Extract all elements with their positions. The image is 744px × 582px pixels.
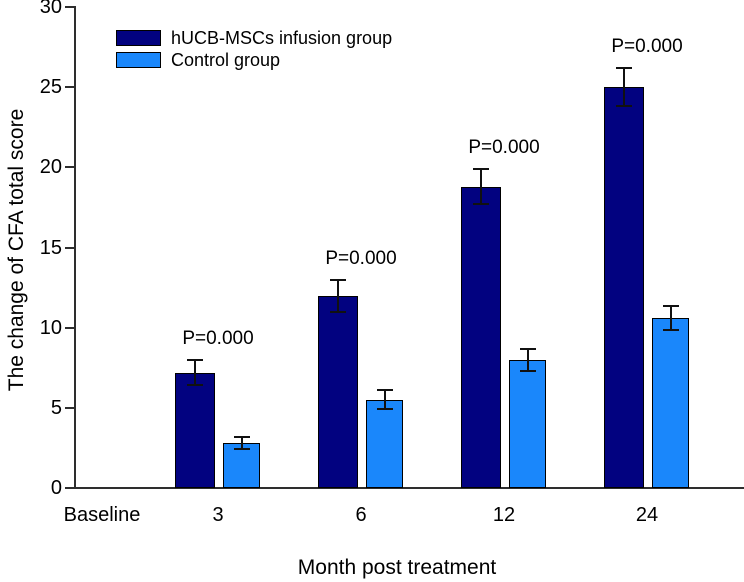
y-axis-line [73,6,76,489]
p-value-label: P=0.000 [182,327,254,349]
x-category-label: 6 [355,504,367,526]
error-bar-cap [662,329,679,332]
error-bar-cap [376,408,393,411]
x-axis-line [66,487,744,489]
error-bar-line [337,279,339,312]
legend: hUCB-MSCs infusion group Control group [116,28,393,74]
bar-mscs-3 [175,372,215,488]
y-tick [65,487,74,489]
error-bar-cap [662,305,679,308]
error-bar-cap [187,384,203,387]
legend-item-mscs: hUCB-MSCs infusion group [116,28,393,48]
y-tick-label: 15 [39,236,62,259]
y-tick [65,86,74,89]
legend-item-control: Control group [116,50,392,70]
y-tick [65,246,74,249]
y-tick-label: 25 [39,76,62,99]
x-category-label: Baseline [63,504,141,526]
x-axis-title: Month post treatment [297,556,497,579]
error-bar-line [669,306,672,331]
error-bar-cap [473,203,489,206]
error-bar-cap [187,358,203,361]
bar-control-6 [366,399,403,488]
legend-swatch-mscs [116,30,161,46]
error-bar-line [623,67,625,107]
error-bar-line [526,348,529,371]
bar-control-12 [509,359,546,488]
y-tick [65,6,74,8]
error-bar-cap [616,66,632,69]
error-bar-cap [233,436,250,439]
p-value-label: P=0.000 [611,35,683,57]
legend-label-mscs: hUCB-MSCs infusion group [171,28,393,48]
error-bar-cap [519,369,536,372]
legend-swatch-control [116,52,161,68]
x-category-label: 12 [492,504,516,526]
y-axis-title: The change of CFA total score [5,108,28,392]
error-bar-cap [330,310,346,313]
y-tick-label: 10 [39,316,62,339]
bar-control-3 [223,443,260,488]
y-tick [65,406,74,409]
y-tick-label: 5 [50,396,62,419]
error-bar-line [480,168,482,205]
error-bar-cap [330,278,346,281]
error-bar-cap [473,167,489,170]
y-tick-label: 20 [39,156,62,179]
y-tick-label: 30 [39,0,62,19]
bar-mscs-24 [604,87,644,488]
error-bar-line [383,390,386,410]
y-tick [65,166,74,169]
error-bar-cap [519,347,536,350]
error-bar-cap [233,447,250,450]
y-tick [65,326,74,329]
legend-label-control: Control group [171,50,281,70]
bar-control-24 [652,318,689,488]
p-value-label: P=0.000 [325,247,397,269]
error-bar-line [194,359,196,386]
bar-mscs-6 [318,295,358,488]
bar-mscs-12 [461,186,501,488]
error-bar-line [240,437,243,449]
x-category-label: 3 [212,504,224,526]
x-category-label: 24 [635,504,659,526]
y-tick-label: 0 [50,477,62,499]
error-bar-cap [616,105,632,108]
error-bar-cap [376,389,393,392]
p-value-label: P=0.000 [468,136,540,158]
